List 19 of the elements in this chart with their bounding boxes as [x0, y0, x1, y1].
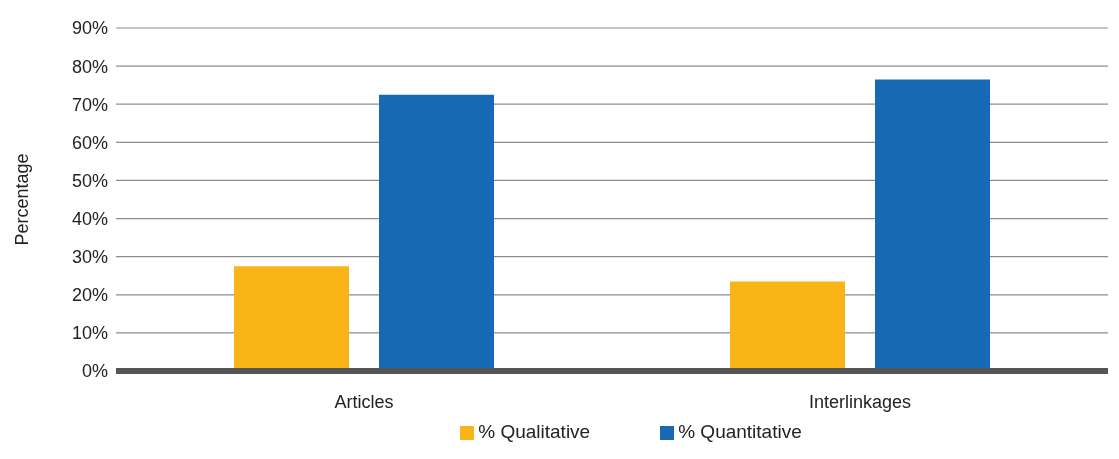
y-tick-label: 70% — [71, 94, 108, 115]
y-tick-label: 10% — [71, 323, 108, 344]
bar — [875, 79, 990, 371]
x-tick-label: Interlinkages — [808, 391, 912, 412]
y-tick-label: 40% — [71, 208, 108, 229]
y-tick-label: 60% — [71, 132, 108, 153]
legend-label: % Quantitative — [678, 421, 802, 442]
y-tick-label: 50% — [71, 170, 108, 191]
y-tick-label: 30% — [71, 247, 108, 268]
y-tick-label: 20% — [71, 285, 108, 306]
y-axis-title: Percentage — [12, 153, 33, 246]
bar — [379, 94, 494, 371]
y-tick-label: 80% — [71, 56, 108, 77]
legend-label: % Qualitative — [478, 421, 591, 442]
y-tick-label: 0% — [81, 361, 108, 382]
y-tick-label: 90% — [71, 18, 108, 39]
bar — [730, 281, 845, 371]
x-tick-label: Articles — [334, 391, 394, 412]
bar — [234, 266, 349, 371]
